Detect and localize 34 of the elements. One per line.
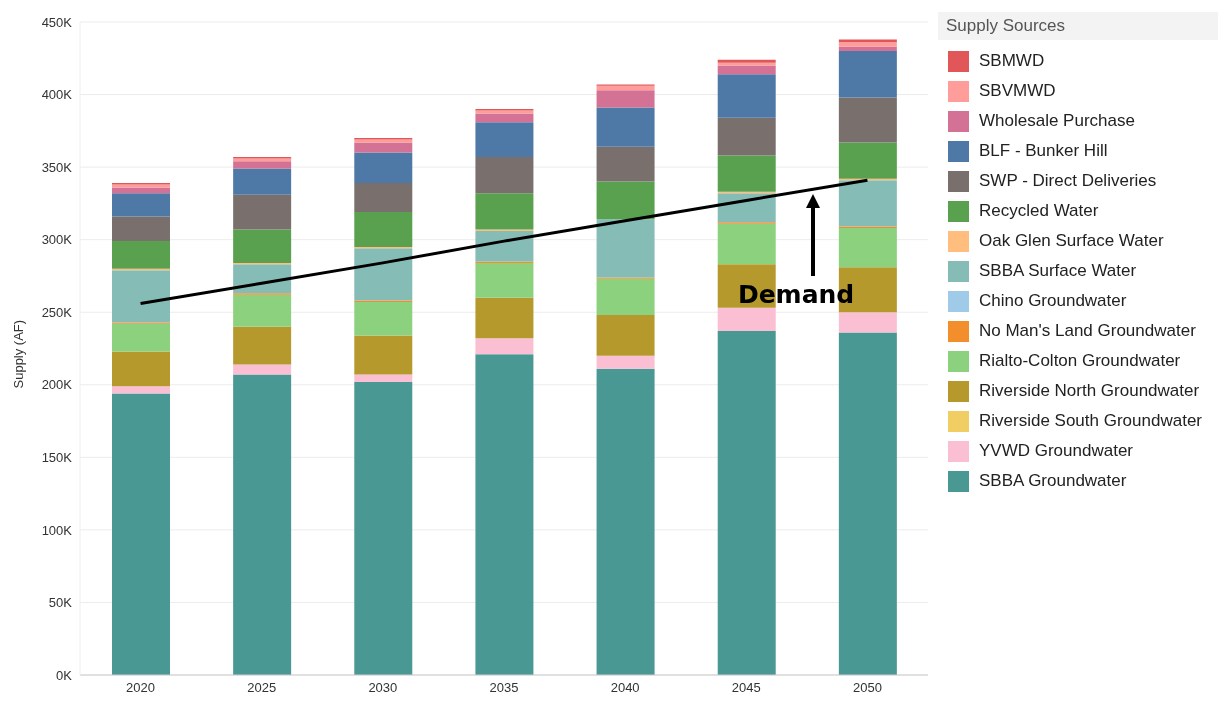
- legend-label: SBMWD: [979, 51, 1045, 71]
- legend-label: Oak Glen Surface Water: [979, 231, 1164, 251]
- y-tick-label: 150K: [41, 449, 73, 465]
- legend-label: Riverside North Groundwater: [979, 381, 1200, 401]
- y-axis-title: Supply (AF): [10, 319, 26, 389]
- x-tick-label: 2030: [368, 680, 398, 696]
- legend-label: Recycled Water: [979, 201, 1099, 221]
- legend-label: SBVMWD: [979, 81, 1056, 101]
- legend-label: SBBA Surface Water: [979, 261, 1137, 281]
- legend-label: YVWD Groundwater: [979, 441, 1133, 461]
- legend-label: BLF - Bunker Hill: [979, 141, 1108, 161]
- y-tick-label: 100K: [41, 522, 73, 538]
- y-tick-label: 250K: [41, 304, 73, 320]
- y-tick-label: 200K: [41, 377, 73, 393]
- legend-title: Supply Sources: [938, 12, 1218, 40]
- x-tick-label: 2050: [852, 680, 882, 696]
- legend-label: Riverside South Groundwater: [979, 411, 1203, 431]
- x-tick-label: 2025: [247, 680, 277, 696]
- legend-label: SWP - Direct Deliveries: [979, 171, 1157, 191]
- x-tick-label: 2040: [610, 680, 640, 696]
- y-tick-label: 400K: [41, 87, 73, 103]
- x-tick-label: 2045: [731, 680, 761, 696]
- y-tick-label: 0K: [56, 667, 73, 683]
- legend-label: Wholesale Purchase: [979, 111, 1135, 131]
- legend-label: SBBA Groundwater: [979, 471, 1127, 491]
- y-tick-label: 300K: [41, 232, 73, 248]
- legend-label: No Man's Land Groundwater: [979, 321, 1196, 341]
- legend-label: Chino Groundwater: [979, 291, 1127, 311]
- legend-label: Rialto-Colton Groundwater: [979, 351, 1181, 371]
- y-tick-label: 50K: [48, 595, 73, 611]
- y-tick-label: 350K: [41, 159, 73, 175]
- x-tick-label: 2035: [489, 680, 519, 696]
- x-tick-label: 2020: [126, 680, 156, 696]
- y-tick-label: 450K: [41, 14, 73, 30]
